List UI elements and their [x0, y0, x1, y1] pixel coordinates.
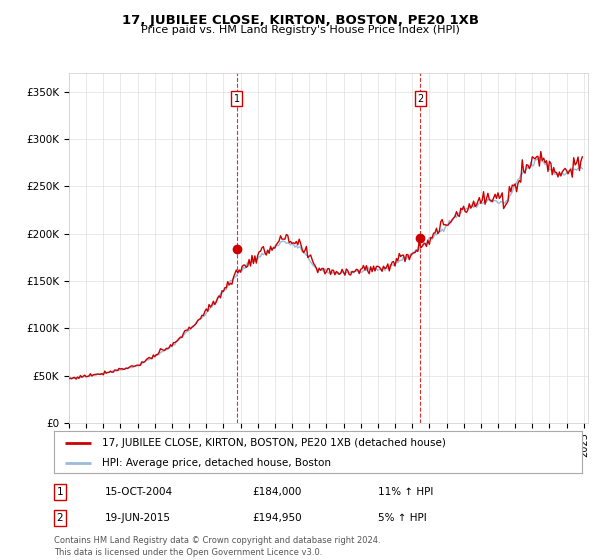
Text: 2: 2 [417, 94, 423, 104]
Text: Price paid vs. HM Land Registry's House Price Index (HPI): Price paid vs. HM Land Registry's House … [140, 25, 460, 35]
Text: 1: 1 [234, 94, 240, 104]
Text: 17, JUBILEE CLOSE, KIRTON, BOSTON, PE20 1XB: 17, JUBILEE CLOSE, KIRTON, BOSTON, PE20 … [121, 14, 479, 27]
Text: 2: 2 [56, 513, 64, 523]
Text: 1: 1 [56, 487, 64, 497]
Text: 17, JUBILEE CLOSE, KIRTON, BOSTON, PE20 1XB (detached house): 17, JUBILEE CLOSE, KIRTON, BOSTON, PE20 … [101, 437, 445, 447]
Text: £184,000: £184,000 [252, 487, 301, 497]
Text: Contains HM Land Registry data © Crown copyright and database right 2024.
This d: Contains HM Land Registry data © Crown c… [54, 536, 380, 557]
Text: 15-OCT-2004: 15-OCT-2004 [105, 487, 173, 497]
Text: HPI: Average price, detached house, Boston: HPI: Average price, detached house, Bost… [101, 458, 331, 468]
Text: 11% ↑ HPI: 11% ↑ HPI [378, 487, 433, 497]
Text: £194,950: £194,950 [252, 513, 302, 523]
Text: 5% ↑ HPI: 5% ↑ HPI [378, 513, 427, 523]
Text: 19-JUN-2015: 19-JUN-2015 [105, 513, 171, 523]
